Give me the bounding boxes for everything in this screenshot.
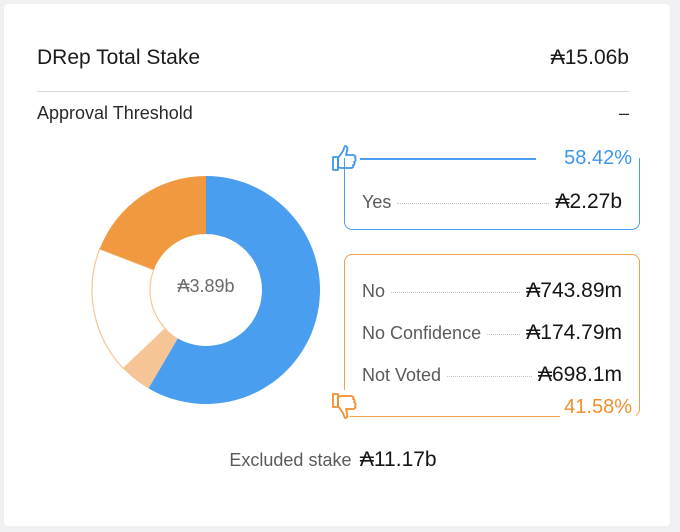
excluded-stake-label: Excluded stake (229, 450, 352, 470)
thumbs-up-icon (332, 145, 357, 171)
divider (37, 91, 629, 92)
no-confidence-value: ₳174.79m (526, 321, 622, 344)
no-vote-box: No ₳743.89m No Confidence ₳174.79m Not V… (344, 254, 640, 410)
card-title: DRep Total Stake (37, 46, 201, 69)
donut-segment-no-confidence (123, 328, 178, 389)
yes-vote-box: Yes ₳2.27b (344, 158, 640, 230)
donut-segment-not-voted (91, 248, 167, 370)
not-voted-label: Not Voted (362, 365, 442, 385)
dot-leader (487, 334, 521, 335)
no-confidence-row: No Confidence ₳174.79m (362, 321, 622, 345)
no-confidence-label: No Confidence (362, 323, 482, 343)
yes-percentage: 58.42% (560, 147, 636, 170)
excluded-stake-value: ₳11.17b (359, 448, 437, 471)
donut-segment-yes (148, 176, 320, 404)
approval-threshold-value: – (618, 103, 629, 123)
yes-row: Yes ₳2.27b (362, 190, 622, 214)
donut-segment-no (99, 176, 206, 270)
yes-label: Yes (362, 192, 392, 212)
vote-donut-chart (91, 176, 320, 404)
yes-value: ₳2.27b (555, 190, 622, 213)
no-label: No (362, 281, 386, 301)
dot-leader (397, 203, 550, 204)
not-voted-row: Not Voted ₳698.1m (362, 363, 622, 387)
thumbs-down-icon (332, 393, 357, 419)
no-row: No ₳743.89m (362, 279, 622, 303)
dot-leader (447, 376, 532, 377)
total-stake-value: ₳15.06b (550, 46, 629, 69)
donut-center-value: ₳3.89b (177, 276, 235, 296)
excluded-stake: Excluded stake ₳11.17b (0, 448, 666, 472)
yes-top-line (360, 158, 536, 160)
not-voted-value: ₳698.1m (537, 363, 622, 386)
no-value: ₳743.89m (526, 279, 622, 302)
dot-leader (391, 292, 521, 293)
approval-threshold-label: Approval Threshold (37, 103, 193, 123)
no-percentage: 41.58% (560, 396, 636, 419)
